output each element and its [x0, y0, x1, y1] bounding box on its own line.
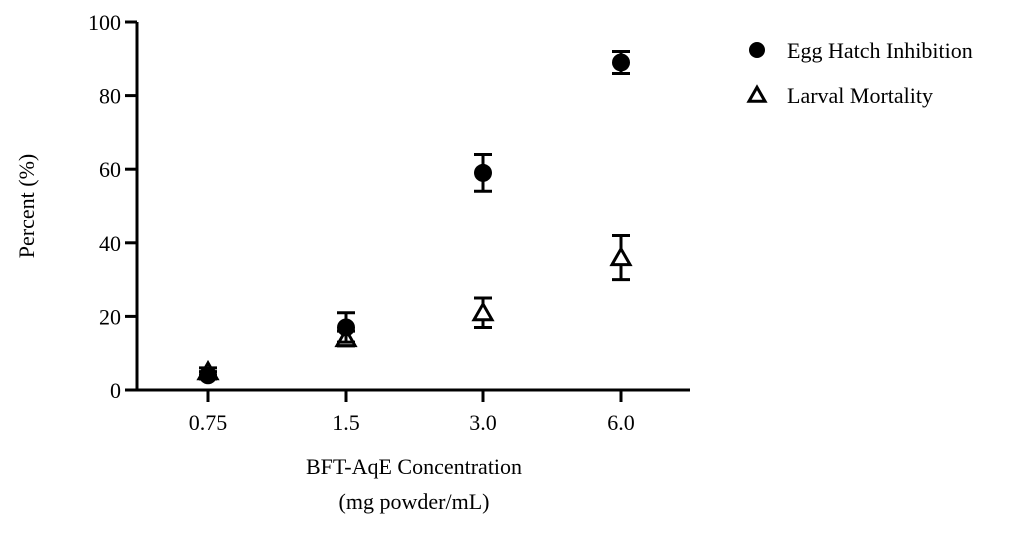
series-1 — [196, 233, 633, 381]
series-0 — [199, 49, 630, 385]
x-tick-label-1: 1.5 — [332, 410, 360, 435]
legend-marker-0 — [749, 42, 765, 58]
axes — [135, 22, 690, 392]
data-point-0-2 — [474, 163, 492, 182]
legend: Egg Hatch Inhibition Larval Mortality — [746, 38, 973, 108]
data-point-0-3 — [612, 53, 630, 72]
y-tick-label-100: 100 — [88, 10, 121, 35]
data-point-0-1 — [337, 318, 355, 337]
x-tick-label-2: 3.0 — [469, 410, 497, 435]
y-tick-label-40: 40 — [99, 231, 121, 256]
legend-label-1: Larval Mortality — [787, 83, 933, 108]
y-ticks: 0 20 40 60 80 100 — [88, 10, 137, 403]
x-axis-title-line-1: BFT-AqE Concentration — [306, 454, 522, 479]
y-axis-title: Percent (%) — [14, 154, 39, 258]
x-axis-title-line-2: (mg powder/mL) — [339, 489, 490, 514]
series-layer — [196, 49, 633, 385]
data-point-0-0 — [199, 366, 217, 385]
x-tick-label-0: 0.75 — [189, 410, 228, 435]
x-ticks: 0.75 1.5 3.0 6.0 — [189, 390, 635, 435]
y-tick-label-0: 0 — [110, 378, 121, 403]
y-tick-label-80: 80 — [99, 84, 121, 109]
legend-marker-1 — [746, 84, 768, 103]
data-point-1-3 — [609, 245, 633, 267]
data-point-1-2 — [471, 301, 495, 322]
legend-label-0: Egg Hatch Inhibition — [787, 38, 973, 63]
y-tick-label-20: 20 — [99, 304, 121, 329]
x-tick-label-3: 6.0 — [607, 410, 635, 435]
y-tick-label-60: 60 — [99, 157, 121, 182]
